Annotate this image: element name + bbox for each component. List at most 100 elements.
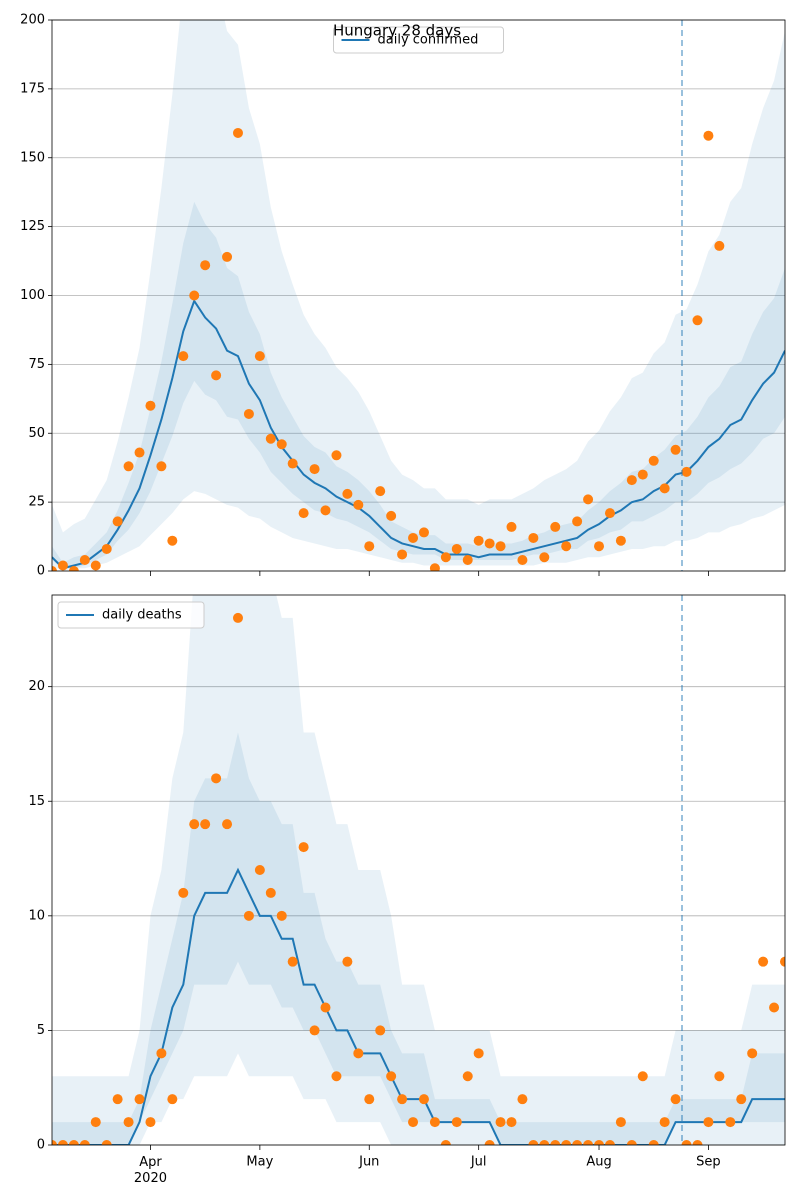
observed-point [156, 461, 167, 472]
observed-point [626, 475, 637, 486]
observed-point [112, 1094, 123, 1105]
observed-point [52, 1140, 57, 1145]
observed-point [276, 910, 287, 921]
observed-point [758, 956, 769, 967]
observed-point [178, 351, 189, 362]
plot-area [52, 20, 785, 571]
observed-point [594, 1140, 605, 1145]
observed-point [112, 516, 123, 527]
observed-point [156, 1048, 167, 1059]
observed-point [243, 910, 254, 921]
observed-point [145, 1117, 156, 1128]
observed-point [386, 510, 397, 521]
observed-point [615, 1117, 626, 1128]
observed-point [222, 819, 233, 830]
observed-point [692, 1140, 703, 1145]
observed-point [561, 1140, 572, 1145]
observed-point [473, 535, 484, 546]
observed-point [79, 1140, 90, 1145]
observed-point [52, 566, 57, 571]
observed-point [331, 1071, 342, 1082]
observed-point [101, 1140, 112, 1145]
observed-point [418, 527, 429, 538]
legend-label: daily deaths [102, 608, 182, 623]
observed-point [320, 1002, 331, 1013]
observed-point [134, 447, 145, 458]
observed-point [298, 508, 309, 519]
observed-point [550, 1140, 561, 1145]
observed-point [473, 1048, 484, 1059]
observed-point [714, 1071, 725, 1082]
observed-point [714, 240, 725, 251]
observed-point [364, 1094, 375, 1105]
observed-point [484, 1140, 495, 1145]
observed-point [189, 819, 200, 830]
observed-point [747, 1048, 758, 1059]
observed-point [703, 130, 714, 141]
uncertainty-band [52, 201, 785, 569]
observed-point [703, 1117, 714, 1128]
observed-point [342, 488, 353, 499]
observed-point [462, 1071, 473, 1082]
observed-point [68, 1140, 79, 1145]
observed-point [145, 400, 156, 411]
observed-point [648, 1140, 659, 1145]
y-tick-label: 25 [28, 495, 45, 510]
observed-point [375, 1025, 386, 1036]
observed-point [572, 516, 583, 527]
observed-point [57, 560, 68, 571]
y-tick-label: 75 [28, 357, 45, 372]
uncertainty-band [52, 732, 785, 1145]
observed-point [320, 505, 331, 516]
observed-point [670, 1094, 681, 1105]
observed-point [539, 552, 550, 563]
axes-frame [51, 594, 786, 1146]
observed-point [68, 566, 79, 571]
observed-point [254, 865, 265, 875]
y-tick-label: 50 [28, 426, 45, 441]
observed-point [440, 552, 451, 563]
observed-point [309, 464, 320, 475]
observed-point [397, 549, 408, 560]
observed-point [123, 1117, 134, 1128]
observed-point [408, 1117, 419, 1128]
observed-point [364, 541, 375, 552]
observed-point [243, 408, 254, 419]
observed-point [211, 773, 222, 784]
observed-point [681, 466, 692, 477]
observed-point [211, 370, 222, 381]
y-tick-label: 125 [20, 219, 45, 234]
observed-point [539, 1140, 550, 1145]
observed-point [134, 1094, 145, 1105]
observed-point [506, 1117, 517, 1128]
y-tick-label: 0 [37, 564, 45, 579]
observed-point [517, 554, 528, 565]
observed-point [615, 535, 626, 546]
legend-box [333, 26, 504, 54]
y-tick-label: 10 [28, 908, 45, 923]
observed-point [178, 887, 189, 898]
observed-point [583, 1140, 594, 1145]
legend-label: daily confirmed [378, 33, 479, 48]
observed-point [736, 1094, 747, 1105]
plot-area [52, 595, 785, 1145]
observed-point [353, 1048, 364, 1059]
observed-point [101, 543, 112, 554]
observed-point [429, 563, 440, 571]
observed-point [200, 819, 211, 830]
observed-point [670, 444, 681, 455]
observed-point [648, 455, 659, 466]
observed-point [298, 842, 309, 853]
observed-point [692, 315, 703, 326]
observed-point [462, 554, 473, 565]
observed-point [342, 956, 353, 967]
y-tick-label: 0 [37, 1138, 45, 1153]
y-tick-label: 15 [28, 794, 45, 809]
observed-point [583, 494, 594, 505]
x-tick-label: Jun [358, 1155, 379, 1170]
observed-point [167, 1094, 178, 1105]
observed-point [90, 1117, 101, 1128]
series-line [52, 867, 785, 1145]
observed-point [451, 1117, 462, 1128]
